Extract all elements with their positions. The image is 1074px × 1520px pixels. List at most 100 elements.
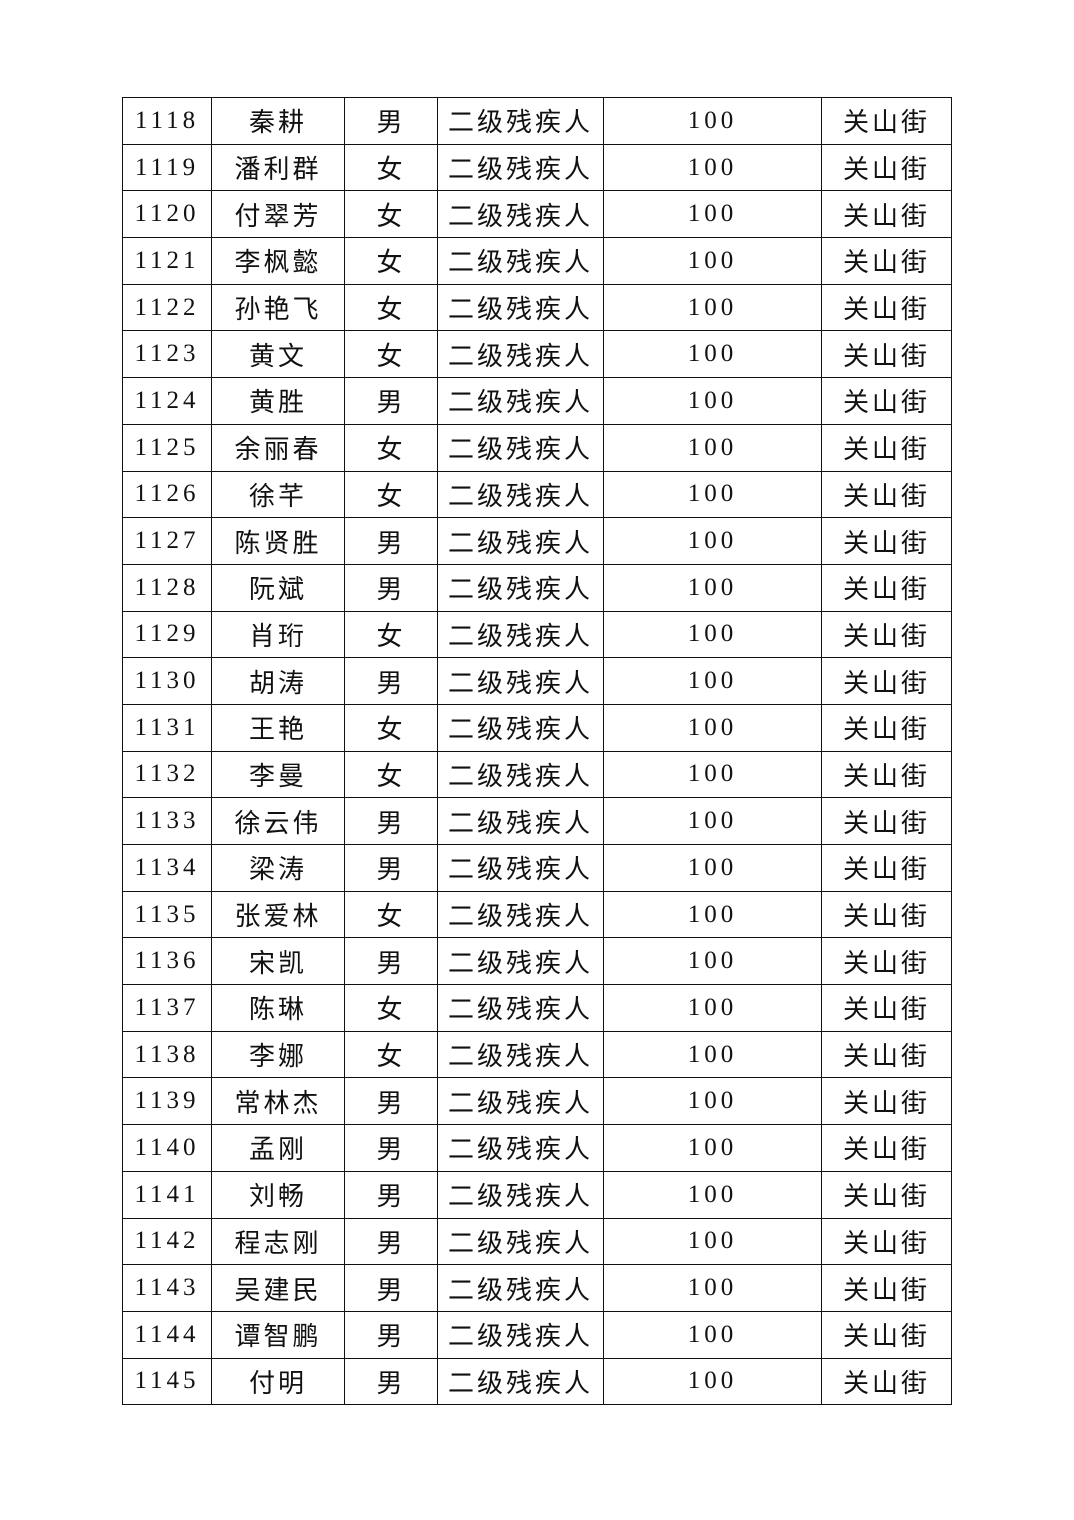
- id-cell: 1133: [122, 797, 212, 845]
- disability-level-cell: 二级残疾人: [437, 703, 604, 752]
- amount-cell: 100: [603, 1170, 822, 1219]
- amount-cell: 100: [603, 470, 822, 519]
- street-cell: 关山街: [821, 1170, 952, 1219]
- id-cell: 1118: [122, 97, 212, 145]
- disability-level-cell: 二级残疾人: [437, 190, 604, 239]
- gender-cell: 男: [344, 517, 438, 565]
- gender-cell: 男: [344, 937, 438, 986]
- disability-level-cell: 二级残疾人: [437, 984, 604, 1032]
- amount-cell: 100: [603, 143, 822, 192]
- disability-level-cell: 二级残疾人: [437, 563, 604, 612]
- gender-cell: 女: [344, 610, 438, 659]
- table-row: 1132 李曼女二级残疾人 100 关山街: [122, 750, 952, 799]
- amount-cell: 100: [603, 844, 822, 892]
- street-cell: 关山街: [821, 657, 952, 705]
- street-cell: 关山街: [821, 1310, 952, 1359]
- name-cell: 肖珩: [211, 610, 345, 659]
- disability-level-cell: 二级残疾人: [437, 797, 604, 845]
- table-row: 1125 余丽春女二级残疾人 100 关山街: [122, 423, 952, 472]
- table-row: 1128 阮斌男二级残疾人 100 关山街: [122, 563, 952, 612]
- street-cell: 关山街: [821, 470, 952, 519]
- amount-cell: 100: [603, 610, 822, 659]
- table-row: 1137 陈琳女二级残疾人 100 关山街: [122, 984, 952, 1032]
- disability-level-cell: 二级残疾人: [437, 890, 604, 939]
- table-row: 1124 黄胜男二级残疾人 100 关山街: [122, 377, 952, 425]
- name-cell: 程志刚: [211, 1217, 345, 1266]
- street-cell: 关山街: [821, 97, 952, 145]
- amount-cell: 100: [603, 517, 822, 565]
- amount-cell: 100: [603, 1264, 822, 1312]
- id-cell: 1142: [122, 1217, 212, 1266]
- amount-cell: 100: [603, 330, 822, 379]
- gender-cell: 男: [344, 1217, 438, 1266]
- table-row: 1139 常林杰男二级残疾人 100 关山街: [122, 1077, 952, 1126]
- street-cell: 关山街: [821, 890, 952, 939]
- name-cell: 刘畅: [211, 1170, 345, 1219]
- name-cell: 付明: [211, 1357, 345, 1406]
- id-cell: 1140: [122, 1124, 212, 1172]
- disability-level-cell: 二级残疾人: [437, 750, 604, 799]
- table-row: 1134 梁涛男二级残疾人 100 关山街: [122, 844, 952, 892]
- name-cell: 王艳: [211, 703, 345, 752]
- name-cell: 陈琳: [211, 984, 345, 1032]
- id-cell: 1119: [122, 143, 212, 192]
- disability-level-cell: 二级残疾人: [437, 97, 604, 145]
- id-cell: 1121: [122, 237, 212, 285]
- disability-level-cell: 二级残疾人: [437, 377, 604, 425]
- amount-cell: 100: [603, 1310, 822, 1359]
- amount-cell: 100: [603, 797, 822, 845]
- table-row: 1135 张爱林女二级残疾人 100 关山街: [122, 890, 952, 939]
- amount-cell: 100: [603, 97, 822, 145]
- gender-cell: 男: [344, 1124, 438, 1172]
- street-cell: 关山街: [821, 190, 952, 239]
- amount-cell: 100: [603, 423, 822, 472]
- disability-level-cell: 二级残疾人: [437, 517, 604, 565]
- table-row: 1127 陈贤胜男二级残疾人 100 关山街: [122, 517, 952, 565]
- table-row: 1145 付明男二级残疾人 100 关山街: [122, 1357, 952, 1406]
- table-row: 1123 黄文女二级残疾人 100 关山街: [122, 330, 952, 379]
- gender-cell: 女: [344, 330, 438, 379]
- street-cell: 关山街: [821, 237, 952, 285]
- table-row: 1120 付翠芳女二级残疾人 100 关山街: [122, 190, 952, 239]
- name-cell: 胡涛: [211, 657, 345, 705]
- gender-cell: 男: [344, 844, 438, 892]
- table-row: 1121 李枫懿女二级残疾人 100 关山街: [122, 237, 952, 285]
- table-row: 1129 肖珩女二级残疾人 100 关山街: [122, 610, 952, 659]
- gender-cell: 男: [344, 797, 438, 845]
- gender-cell: 男: [344, 97, 438, 145]
- street-cell: 关山街: [821, 937, 952, 986]
- amount-cell: 100: [603, 937, 822, 986]
- street-cell: 关山街: [821, 844, 952, 892]
- disability-level-cell: 二级残疾人: [437, 283, 604, 332]
- street-cell: 关山街: [821, 563, 952, 612]
- street-cell: 关山街: [821, 1124, 952, 1172]
- amount-cell: 100: [603, 1124, 822, 1172]
- amount-cell: 100: [603, 1217, 822, 1266]
- id-cell: 1123: [122, 330, 212, 379]
- disability-level-cell: 二级残疾人: [437, 470, 604, 519]
- gender-cell: 女: [344, 984, 438, 1032]
- disability-level-cell: 二级残疾人: [437, 657, 604, 705]
- name-cell: 潘利群: [211, 143, 345, 192]
- name-cell: 余丽春: [211, 423, 345, 472]
- table-row: 1136 宋凯男二级残疾人 100 关山街: [122, 937, 952, 986]
- disability-level-cell: 二级残疾人: [437, 423, 604, 472]
- name-cell: 陈贤胜: [211, 517, 345, 565]
- id-cell: 1143: [122, 1264, 212, 1312]
- table-row: 1126 徐芊女二级残疾人 100 关山街: [122, 470, 952, 519]
- id-cell: 1122: [122, 283, 212, 332]
- disability-level-cell: 二级残疾人: [437, 330, 604, 379]
- id-cell: 1145: [122, 1357, 212, 1406]
- id-cell: 1136: [122, 937, 212, 986]
- table-row: 1140 孟刚男二级残疾人 100 关山街: [122, 1124, 952, 1172]
- amount-cell: 100: [603, 703, 822, 752]
- name-cell: 李娜: [211, 1030, 345, 1079]
- id-cell: 1134: [122, 844, 212, 892]
- name-cell: 徐云伟: [211, 797, 345, 845]
- disability-level-cell: 二级残疾人: [437, 844, 604, 892]
- gender-cell: 女: [344, 423, 438, 472]
- gender-cell: 男: [344, 1170, 438, 1219]
- name-cell: 谭智鹏: [211, 1310, 345, 1359]
- gender-cell: 女: [344, 237, 438, 285]
- amount-cell: 100: [603, 377, 822, 425]
